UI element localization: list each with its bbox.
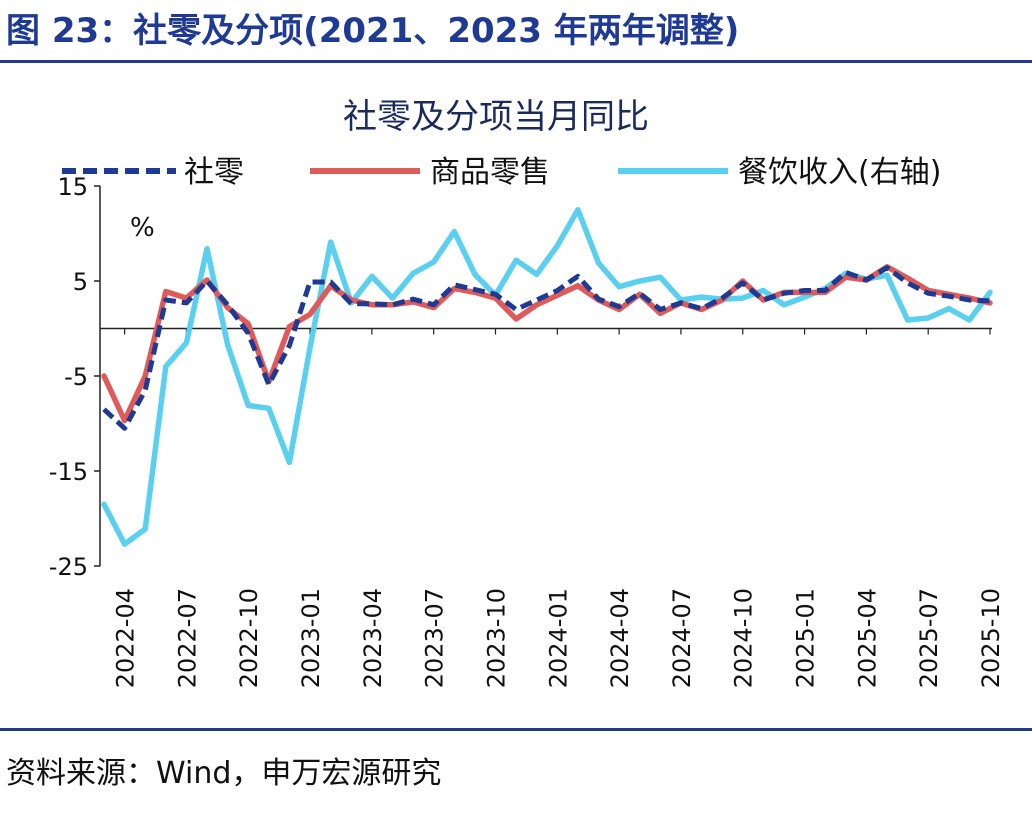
x-tick-label: 2022-07	[173, 588, 201, 688]
title-rule	[0, 60, 1032, 63]
legend: 社零 商品零售 餐饮收入(右轴)	[62, 155, 941, 190]
x-tick-label: 2023-10	[482, 588, 510, 688]
legend-label: 商品零售	[430, 155, 550, 190]
x-tick-label: 2025-10	[977, 588, 1005, 688]
unit-label: %	[130, 213, 155, 243]
x-tick-label: 2022-04	[112, 588, 140, 688]
y-tick-label: -25	[49, 553, 88, 581]
x-tick-label: 2022-10	[235, 588, 263, 688]
legend-label: 社零	[184, 155, 244, 190]
y-axis: 15 5 -5 -15 -25	[49, 173, 101, 581]
legend-label: 餐饮收入(右轴)	[738, 155, 941, 190]
x-tick-label: 2024-10	[730, 588, 758, 688]
x-axis: 2022-04 2022-07 2022-10 2023-01 2023-04 2023-…	[100, 327, 1005, 688]
x-tick-label: 2023-07	[421, 588, 449, 688]
x-tick-label: 2025-07	[915, 588, 943, 688]
source-note: 资料来源：Wind，申万宏源研究	[6, 756, 442, 791]
x-tick-label: 2025-01	[792, 588, 820, 688]
x-tick-label: 2024-04	[606, 588, 634, 688]
y-tick-label: -15	[49, 458, 88, 486]
y-tick-label: 5	[73, 268, 88, 296]
x-tick-label: 2023-04	[359, 588, 387, 688]
x-tick-label: 2024-07	[668, 588, 696, 688]
figure-title: 图 23：社零及分项(2021、2023 年两年调整)	[6, 11, 740, 51]
x-tick-label: 2024-01	[544, 588, 572, 688]
footer-rule	[0, 728, 1032, 731]
x-tick-label: 2025-04	[853, 588, 881, 688]
series-group	[101, 207, 993, 547]
y-tick-label: -5	[64, 363, 88, 391]
x-tick-label: 2023-01	[297, 588, 325, 688]
series-line-catering	[101, 207, 993, 547]
chart-title: 社零及分项当月同比	[343, 97, 649, 137]
series-line-retail-total	[102, 265, 991, 431]
series-line-goods-retail	[101, 264, 993, 424]
y-tick-label: 15	[57, 173, 88, 201]
